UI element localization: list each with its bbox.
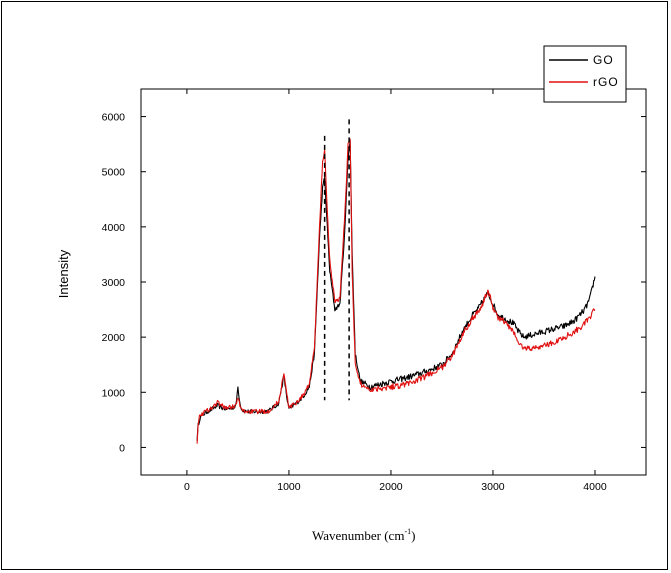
y-tick-label: 4000 [102, 222, 126, 234]
x-axis-label-superscript: -1 [404, 527, 411, 536]
y-axis-label: Intensity [56, 249, 71, 298]
x-tick-label: 2000 [379, 481, 403, 493]
legend-label-go: GO [593, 53, 614, 67]
y-tick-label: 3000 [102, 277, 126, 289]
y-axis: 0 1000 2000 3000 4000 5000 6000 [102, 112, 646, 454]
x-axis-label: Wavenumber (cm-1) [312, 527, 415, 543]
x-axis-label-close: ) [411, 528, 415, 543]
legend-label-rgo: rGO [593, 75, 619, 89]
x-axis: 0 1000 2000 3000 4000 [184, 89, 607, 493]
annotation-layer [323, 119, 350, 401]
series-line-rgo [196, 138, 596, 444]
y-tick-label: 6000 [102, 112, 126, 124]
y-tick-label: 1000 [102, 387, 126, 399]
y-tick-label: 5000 [102, 167, 126, 179]
series-line-go [196, 140, 596, 441]
legend-box [543, 45, 627, 103]
x-axis-label-main: Wavenumber (cm [312, 528, 404, 543]
plot-area [140, 88, 647, 476]
y-tick-label: 2000 [102, 332, 126, 344]
x-tick-label: 0 [184, 481, 190, 493]
legend: GO rGO [543, 45, 627, 103]
y-tick-label: 0 [119, 442, 125, 454]
x-tick-label: 3000 [481, 481, 505, 493]
x-tick-label: 1000 [277, 481, 301, 493]
series-layer [196, 138, 596, 444]
x-tick-label: 4000 [583, 481, 607, 493]
